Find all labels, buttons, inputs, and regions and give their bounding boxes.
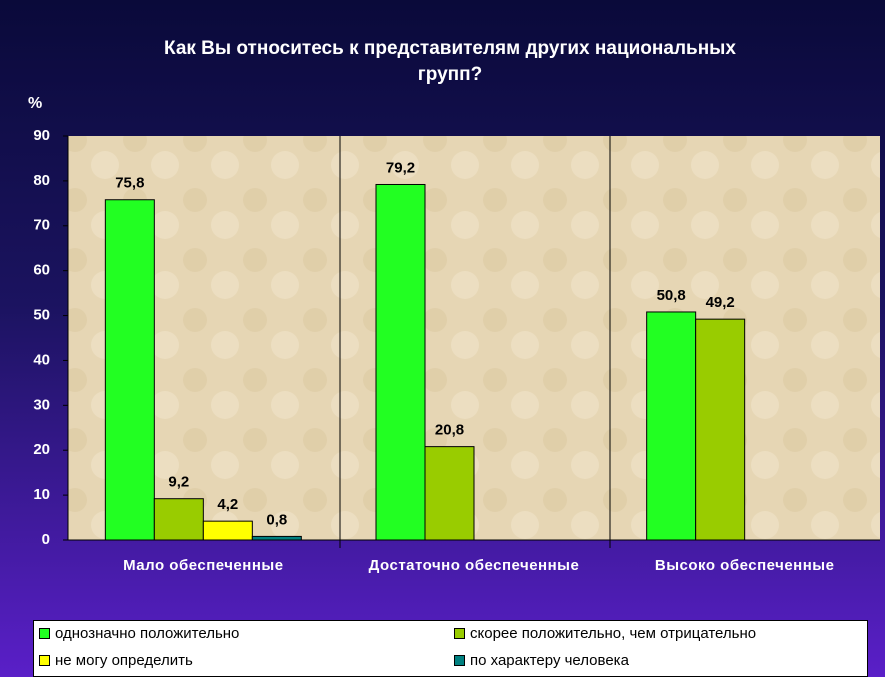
data-label: 49,2 (706, 294, 735, 311)
bar (153, 498, 204, 541)
y-tick-label: 20 (33, 441, 50, 458)
data-label: 20,8 (435, 422, 464, 439)
legend-item: по характеру человека (454, 652, 629, 669)
chart-title: Как Вы относитесь к представителям други… (164, 38, 736, 85)
y-tick-label: 10 (33, 486, 50, 503)
x-tick-label: Достаточно обеспеченные (368, 557, 580, 574)
legend-label: не могу определить (55, 652, 193, 669)
legend-label: скорее положительно, чем отрицательно (470, 625, 757, 642)
bar (646, 311, 697, 541)
y-tick-label: 0 (42, 531, 50, 548)
legend-item: скорее положительно, чем отрицательно (454, 625, 756, 642)
bar (695, 318, 746, 541)
legend-label: однозначно положительно (55, 625, 240, 642)
data-label: 0,8 (266, 511, 287, 528)
legend-item: не могу определить (39, 652, 193, 669)
y-tick-label: 80 (33, 172, 50, 189)
legend-swatch (454, 655, 465, 666)
bar (202, 520, 253, 541)
data-label: 4,2 (217, 496, 238, 513)
y-tick-label: 50 (33, 307, 50, 324)
bar (251, 535, 302, 541)
data-label: 50,8 (657, 287, 686, 304)
legend-label: по характеру человека (470, 652, 629, 669)
y-tick-label: 70 (33, 217, 50, 234)
bar (104, 199, 155, 541)
y-tick-label: 90 (33, 127, 50, 144)
legend-swatch (39, 628, 50, 639)
x-tick-label: Высоко обеспеченные (654, 557, 835, 574)
x-tick-label: Мало обеспеченные (123, 557, 284, 574)
legend-item: однозначно положительно (39, 625, 239, 642)
data-label: 9,2 (168, 474, 189, 491)
legend-swatch (39, 655, 50, 666)
y-tick-label: 60 (33, 262, 50, 279)
bar (424, 446, 475, 541)
bar (375, 183, 426, 541)
y-tick-label: 40 (33, 351, 50, 368)
legend-swatch (454, 628, 465, 639)
y-tick-label: 30 (33, 396, 50, 413)
data-label: 79,2 (386, 159, 415, 176)
data-label: 75,8 (115, 175, 144, 192)
y-axis-label: % (28, 95, 42, 112)
legend: однозначно положительно скорее положитель… (33, 620, 868, 677)
